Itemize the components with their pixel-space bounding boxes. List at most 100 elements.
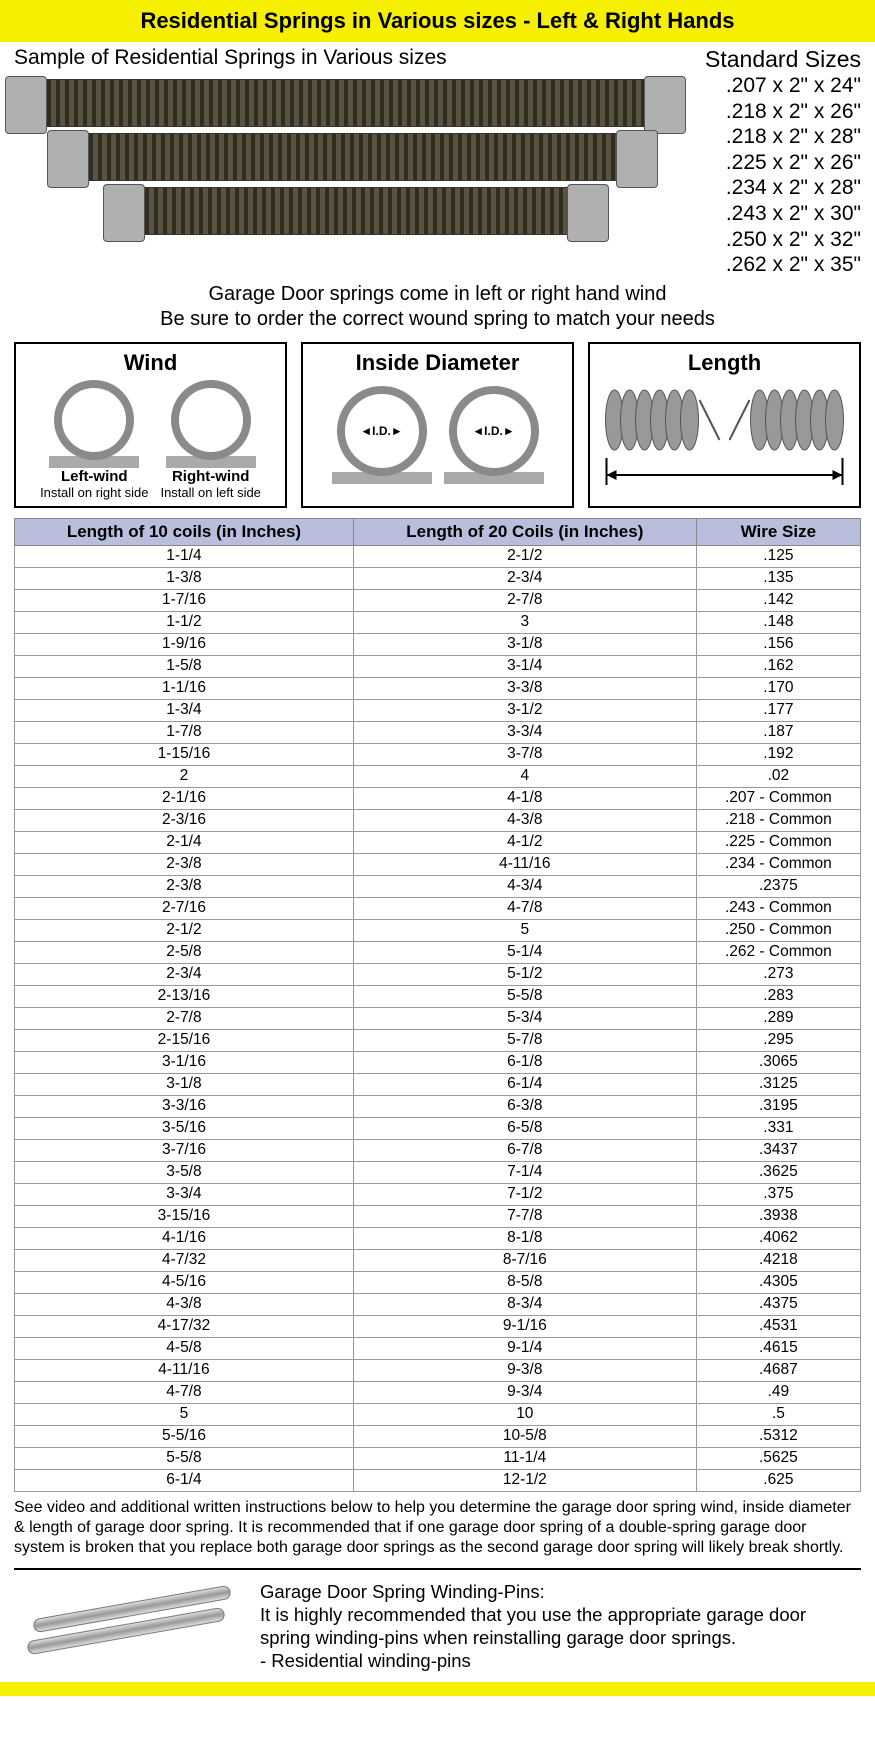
- table-cell: .4375: [696, 1293, 860, 1315]
- wind-diagram-title: Wind: [20, 350, 281, 376]
- left-wind-sub: Install on right side: [40, 485, 148, 500]
- table-cell: .625: [696, 1469, 860, 1491]
- table-cell: 6-5/8: [353, 1117, 696, 1139]
- table-row: 2-5/85-1/4.262 - Common: [15, 941, 861, 963]
- table-cell: 2: [15, 765, 354, 787]
- table-cell: 1-1/4: [15, 545, 354, 567]
- standard-size-item: .243 x 2" x 30": [726, 201, 861, 227]
- table-row: 3-5/166-5/8.331: [15, 1117, 861, 1139]
- table-cell: .4531: [696, 1315, 860, 1337]
- title-banner: Residential Springs in Various sizes - L…: [0, 0, 875, 42]
- table-row: 4-7/89-3/4.49: [15, 1381, 861, 1403]
- table-row: 1-15/163-7/8.192: [15, 743, 861, 765]
- spring-large-icon: [14, 79, 677, 127]
- note-text: See video and additional written instruc…: [0, 1492, 875, 1564]
- table-cell: .3125: [696, 1073, 860, 1095]
- table-cell: 4-5/8: [15, 1337, 354, 1359]
- right-wind-label: Right-wind: [172, 468, 249, 485]
- table-cell: 3-7/8: [353, 743, 696, 765]
- pins-body: It is highly recommended that you use th…: [260, 1603, 861, 1649]
- table-cell: 2-7/8: [15, 1007, 354, 1029]
- coil-circle-icon: ◄I.D.►: [337, 386, 427, 476]
- table-cell: 3-15/16: [15, 1205, 354, 1227]
- table-cell: .4687: [696, 1359, 860, 1381]
- standard-size-item: .218 x 2" x 26": [726, 99, 861, 125]
- winding-pins-section: Garage Door Spring Winding-Pins: It is h…: [0, 1574, 875, 1683]
- table-cell: .187: [696, 721, 860, 743]
- table-cell: 8-7/16: [353, 1249, 696, 1271]
- table-cell: 8-5/8: [353, 1271, 696, 1293]
- table-cell: 10: [353, 1403, 696, 1425]
- table-cell: .2375: [696, 875, 860, 897]
- table-row: 2-3/164-3/8.218 - Common: [15, 809, 861, 831]
- table-cell: 8-1/8: [353, 1227, 696, 1249]
- table-row: 1-1/42-1/2.125: [15, 545, 861, 567]
- wire-size-table: Length of 10 coils (in Inches)Length of …: [14, 518, 861, 1492]
- table-row: 3-1/166-1/8.3065: [15, 1051, 861, 1073]
- table-cell: .295: [696, 1029, 860, 1051]
- table-cell: 5: [15, 1403, 354, 1425]
- caption-line-1: Garage Door springs come in left or righ…: [14, 282, 861, 307]
- table-cell: 3-1/16: [15, 1051, 354, 1073]
- table-cell: .5312: [696, 1425, 860, 1447]
- table-cell: .375: [696, 1183, 860, 1205]
- table-cell: 9-3/8: [353, 1359, 696, 1381]
- table-cell: 1-5/8: [15, 655, 354, 677]
- table-cell: .4218: [696, 1249, 860, 1271]
- table-cell: 4-7/8: [353, 897, 696, 919]
- table-row: 1-7/83-3/4.187: [15, 721, 861, 743]
- table-cell: .243 - Common: [696, 897, 860, 919]
- winding-pins-icon: [14, 1580, 244, 1670]
- table-cell: 5-3/4: [353, 1007, 696, 1029]
- table-cell: 1-15/16: [15, 743, 354, 765]
- table-cell: .5: [696, 1403, 860, 1425]
- table-row: 2-3/84-3/4.2375: [15, 875, 861, 897]
- length-spring-icon: [594, 380, 855, 490]
- table-row: 1-7/162-7/8.142: [15, 589, 861, 611]
- table-cell: 1-3/4: [15, 699, 354, 721]
- table-cell: 3-3/4: [353, 721, 696, 743]
- table-cell: 4-5/16: [15, 1271, 354, 1293]
- table-cell: .156: [696, 633, 860, 655]
- table-cell: 3-5/8: [15, 1161, 354, 1183]
- standard-size-item: .225 x 2" x 26": [726, 150, 861, 176]
- springs-illustration: [14, 73, 712, 235]
- table-cell: 3-3/4: [15, 1183, 354, 1205]
- table-cell: 9-1/4: [353, 1337, 696, 1359]
- table-cell: 2-3/16: [15, 809, 354, 831]
- table-row: 1-3/43-1/2.177: [15, 699, 861, 721]
- table-row: 5-5/811-1/4.5625: [15, 1447, 861, 1469]
- table-row: 3-3/47-1/2.375: [15, 1183, 861, 1205]
- table-cell: .283: [696, 985, 860, 1007]
- table-cell: .218 - Common: [696, 809, 860, 831]
- standard-sizes-heading: Standard Sizes: [705, 46, 861, 73]
- table-row: 2-1/44-1/2.225 - Common: [15, 831, 861, 853]
- table-cell: 3-1/8: [353, 633, 696, 655]
- table-cell: 4-3/4: [353, 875, 696, 897]
- id-left-column: ◄I.D.►: [332, 386, 432, 484]
- table-cell: 4-1/2: [353, 831, 696, 853]
- table-row: 2-7/164-7/8.243 - Common: [15, 897, 861, 919]
- table-cell: 1-7/16: [15, 589, 354, 611]
- table-cell: .234 - Common: [696, 853, 860, 875]
- table-cell: .5625: [696, 1447, 860, 1469]
- table-cell: .135: [696, 567, 860, 589]
- table-cell: 4-7/32: [15, 1249, 354, 1271]
- table-row: 3-5/87-1/4.3625: [15, 1161, 861, 1183]
- table-cell: 4-1/8: [353, 787, 696, 809]
- table-cell: .3938: [696, 1205, 860, 1227]
- table-cell: 5-5/8: [15, 1447, 354, 1469]
- springs-and-sizes-row: .207 x 2" x 24".218 x 2" x 26".218 x 2" …: [0, 73, 875, 278]
- table-cell: 6-1/8: [353, 1051, 696, 1073]
- table-row: 2-1/164-1/8.207 - Common: [15, 787, 861, 809]
- page-title: Residential Springs in Various sizes - L…: [0, 8, 875, 34]
- table-cell: .3437: [696, 1139, 860, 1161]
- standard-sizes-list: .207 x 2" x 24".218 x 2" x 26".218 x 2" …: [712, 73, 861, 278]
- standard-size-item: .234 x 2" x 28": [726, 175, 861, 201]
- table-row: 1-5/83-1/4.162: [15, 655, 861, 677]
- table-cell: 4-3/8: [353, 809, 696, 831]
- table-cell: .49: [696, 1381, 860, 1403]
- table-cell: 3-5/16: [15, 1117, 354, 1139]
- table-cell: .331: [696, 1117, 860, 1139]
- table-cell: .4062: [696, 1227, 860, 1249]
